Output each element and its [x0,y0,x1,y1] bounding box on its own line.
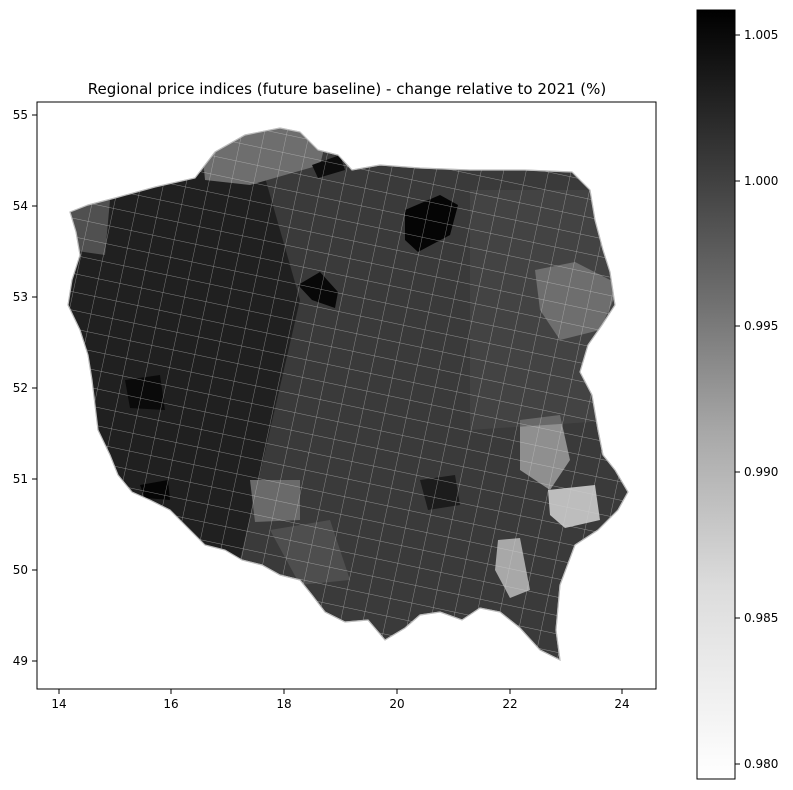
x-tick-label: 16 [163,697,178,711]
colorbar-tick-label: 0.995 [744,319,778,333]
colorbar-tick-label: 0.990 [744,465,778,479]
colorbar-tick-label: 0.985 [744,611,778,625]
x-tick-label: 22 [502,697,517,711]
colorbar-tick-label: 0.980 [744,757,778,771]
colorbar-tick-label: 1.000 [744,174,778,188]
x-tick-label: 20 [389,697,404,711]
y-tick-label: 54 [13,199,28,213]
colorbar-tick-label: 1.005 [744,28,778,42]
x-axis: 14 16 18 20 22 24 [51,689,630,711]
x-tick-label: 24 [614,697,629,711]
x-tick-label: 18 [276,697,291,711]
y-tick-label: 50 [13,563,28,577]
x-tick-label: 14 [51,697,66,711]
map-title: Regional price indices (future baseline)… [88,80,607,98]
y-tick-label: 55 [13,108,28,122]
y-tick-label: 49 [13,654,28,668]
y-axis: 49 50 51 52 53 54 55 [13,108,37,668]
colorbar: 0.980 0.985 0.990 0.995 1.000 1.005 [696,9,778,780]
y-tick-label: 53 [13,290,28,304]
y-tick-label: 51 [13,472,28,486]
y-tick-label: 52 [13,381,28,395]
colorbar-gradient [696,9,736,780]
